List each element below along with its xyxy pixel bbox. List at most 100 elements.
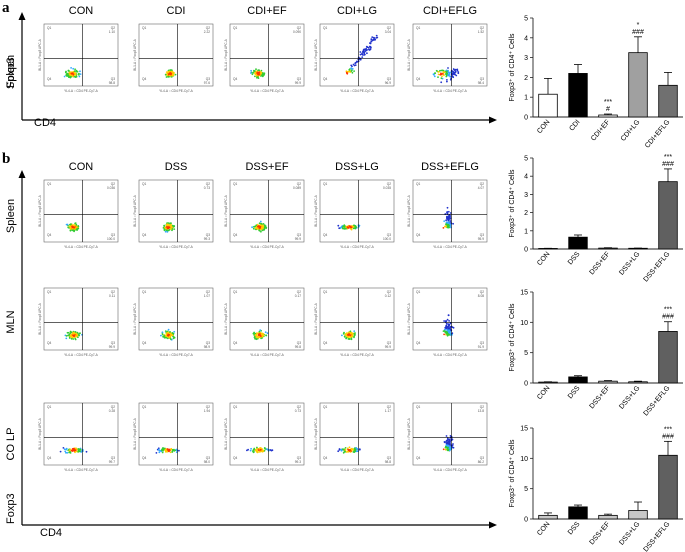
quadrant-label-q3: Q3 [480, 77, 484, 81]
flow-event-dot [367, 46, 370, 49]
bar-con [538, 381, 558, 384]
flow-event-dot [72, 67, 75, 70]
quadrant-value-q4: 99.9 [295, 81, 301, 85]
flow-event-dot [72, 73, 75, 76]
flow-event-dot [346, 226, 349, 229]
flow-event-dot [354, 62, 357, 65]
quadrant-value-q4: 99.9 [295, 237, 301, 241]
flow-event-dot [260, 450, 263, 453]
flow-event-dot [178, 449, 180, 452]
flow-event-dot [341, 448, 344, 451]
flow-event-dot [437, 73, 440, 76]
flow-plot-frame [412, 179, 488, 243]
cd4-arrowhead-a [489, 116, 497, 124]
flow-event-dot [74, 335, 77, 338]
flow-event-dot [258, 222, 261, 225]
flow-event-dot [258, 225, 260, 228]
flow-event-dot [348, 446, 351, 449]
flow-event-dot [349, 332, 352, 335]
quadrant-value-q4: 96.9 [385, 81, 391, 85]
flow-event-dot [445, 226, 447, 228]
flow-event-dot [264, 447, 266, 450]
flow-event-dot [440, 81, 443, 84]
quadrant-label-q3: Q3 [297, 456, 301, 460]
flow-event-dot [263, 72, 266, 75]
flow-x-axis-name: YL4-A :: CD4 PE-Cy7-A [340, 468, 375, 472]
flow-event-dot [261, 74, 263, 76]
quadrant-value-q2: 0.036 [107, 186, 115, 190]
flow-plot-frame [319, 402, 395, 466]
flow-event-dot [348, 449, 351, 452]
y-tick-label: 5 [524, 350, 528, 357]
flow-event-dot [441, 69, 444, 72]
flow-event-dot [350, 67, 353, 69]
flow-event-dot [65, 337, 68, 340]
flow-event-dot [265, 226, 268, 229]
quadrant-label-q4: Q4 [233, 341, 237, 345]
quadrant-label-q2: Q2 [297, 182, 301, 186]
category-label: DSS+EF [589, 251, 612, 277]
flow-event-dot [255, 73, 257, 76]
flow-event-dot [353, 449, 356, 452]
flow-event-dot [256, 76, 258, 79]
flow-event-dot [250, 447, 253, 450]
quadrant-label-q4: Q4 [47, 341, 51, 345]
flow-event-dot [363, 52, 365, 55]
flow-event-dot [342, 451, 345, 454]
quadrant-label-q2: Q2 [480, 290, 484, 294]
quadrant-value-q4: 99.3 [295, 460, 301, 464]
flow-event-dot [350, 338, 353, 341]
quadrant-value-q4: 95.9 [478, 237, 484, 241]
flow-event-dot [175, 448, 178, 451]
flow-event-dot [166, 448, 169, 450]
bar-dss-lg [628, 381, 648, 384]
flow-event-dot [59, 450, 62, 453]
quadrant-label-q4: Q4 [323, 77, 327, 81]
flow-event-dot [252, 227, 255, 230]
flow-event-dot [257, 73, 260, 76]
flow-event-dot [343, 225, 346, 228]
flow-event-dot [364, 50, 366, 53]
flow-event-dot [443, 333, 445, 336]
quadrant-label-q4: Q4 [323, 341, 327, 345]
flow-event-dot [73, 335, 75, 338]
quadrant-label-q2: Q2 [297, 26, 301, 30]
flow-event-dot [447, 74, 450, 77]
quadrant-value-q4: 98.8 [385, 460, 391, 464]
flow-event-dot [163, 228, 166, 231]
significance-mark: ### [662, 433, 674, 440]
flow-event-dot [446, 217, 449, 219]
flow-event-dot [76, 70, 79, 73]
quadrant-label-q3: Q3 [297, 233, 301, 237]
panel-letter-b: b [2, 151, 10, 167]
flow-event-dot [173, 336, 176, 339]
flow-event-dot [434, 72, 436, 75]
bar-dss-eflg [658, 331, 678, 384]
flow-event-dot [446, 212, 449, 215]
flow-x-axis-name: YL4-A :: CD4 PE-Cy7-A [64, 468, 99, 472]
flow-event-dot [440, 77, 443, 80]
significance-mark: * [637, 22, 640, 29]
flow-event-dot [74, 68, 76, 71]
row-label-b-mln: MLN [5, 310, 17, 333]
flow-event-dot [353, 334, 356, 336]
flow-y-axis-name: BL1-A :: Foxp3 APC-A [38, 38, 42, 70]
bar-chart-b-colp: 0 5 10 15 Foxp3⁺ of CD4⁺ Cells CON DSS DSS+EF DS… [509, 426, 683, 552]
flow-event-dot [443, 441, 446, 443]
y-tick-label: 5 [524, 16, 528, 23]
flow-event-dot [258, 335, 260, 338]
flow-event-dot [446, 70, 448, 73]
y-tick-label: 15 [520, 290, 528, 297]
flow-y-axis-name: BL1-A :: Foxp3 APC-A [314, 417, 318, 449]
quadrant-value-q4: 91.9 [478, 345, 484, 349]
flow-plot-frame [229, 179, 305, 243]
flow-event-dot [450, 69, 453, 72]
flow-event-dot [260, 72, 262, 75]
flow-event-dot [350, 226, 353, 229]
flow-event-dot [452, 222, 454, 225]
flow-event-dot [160, 334, 162, 337]
quadrant-label-q2: Q2 [206, 26, 210, 30]
flow-event-dot [79, 70, 81, 73]
